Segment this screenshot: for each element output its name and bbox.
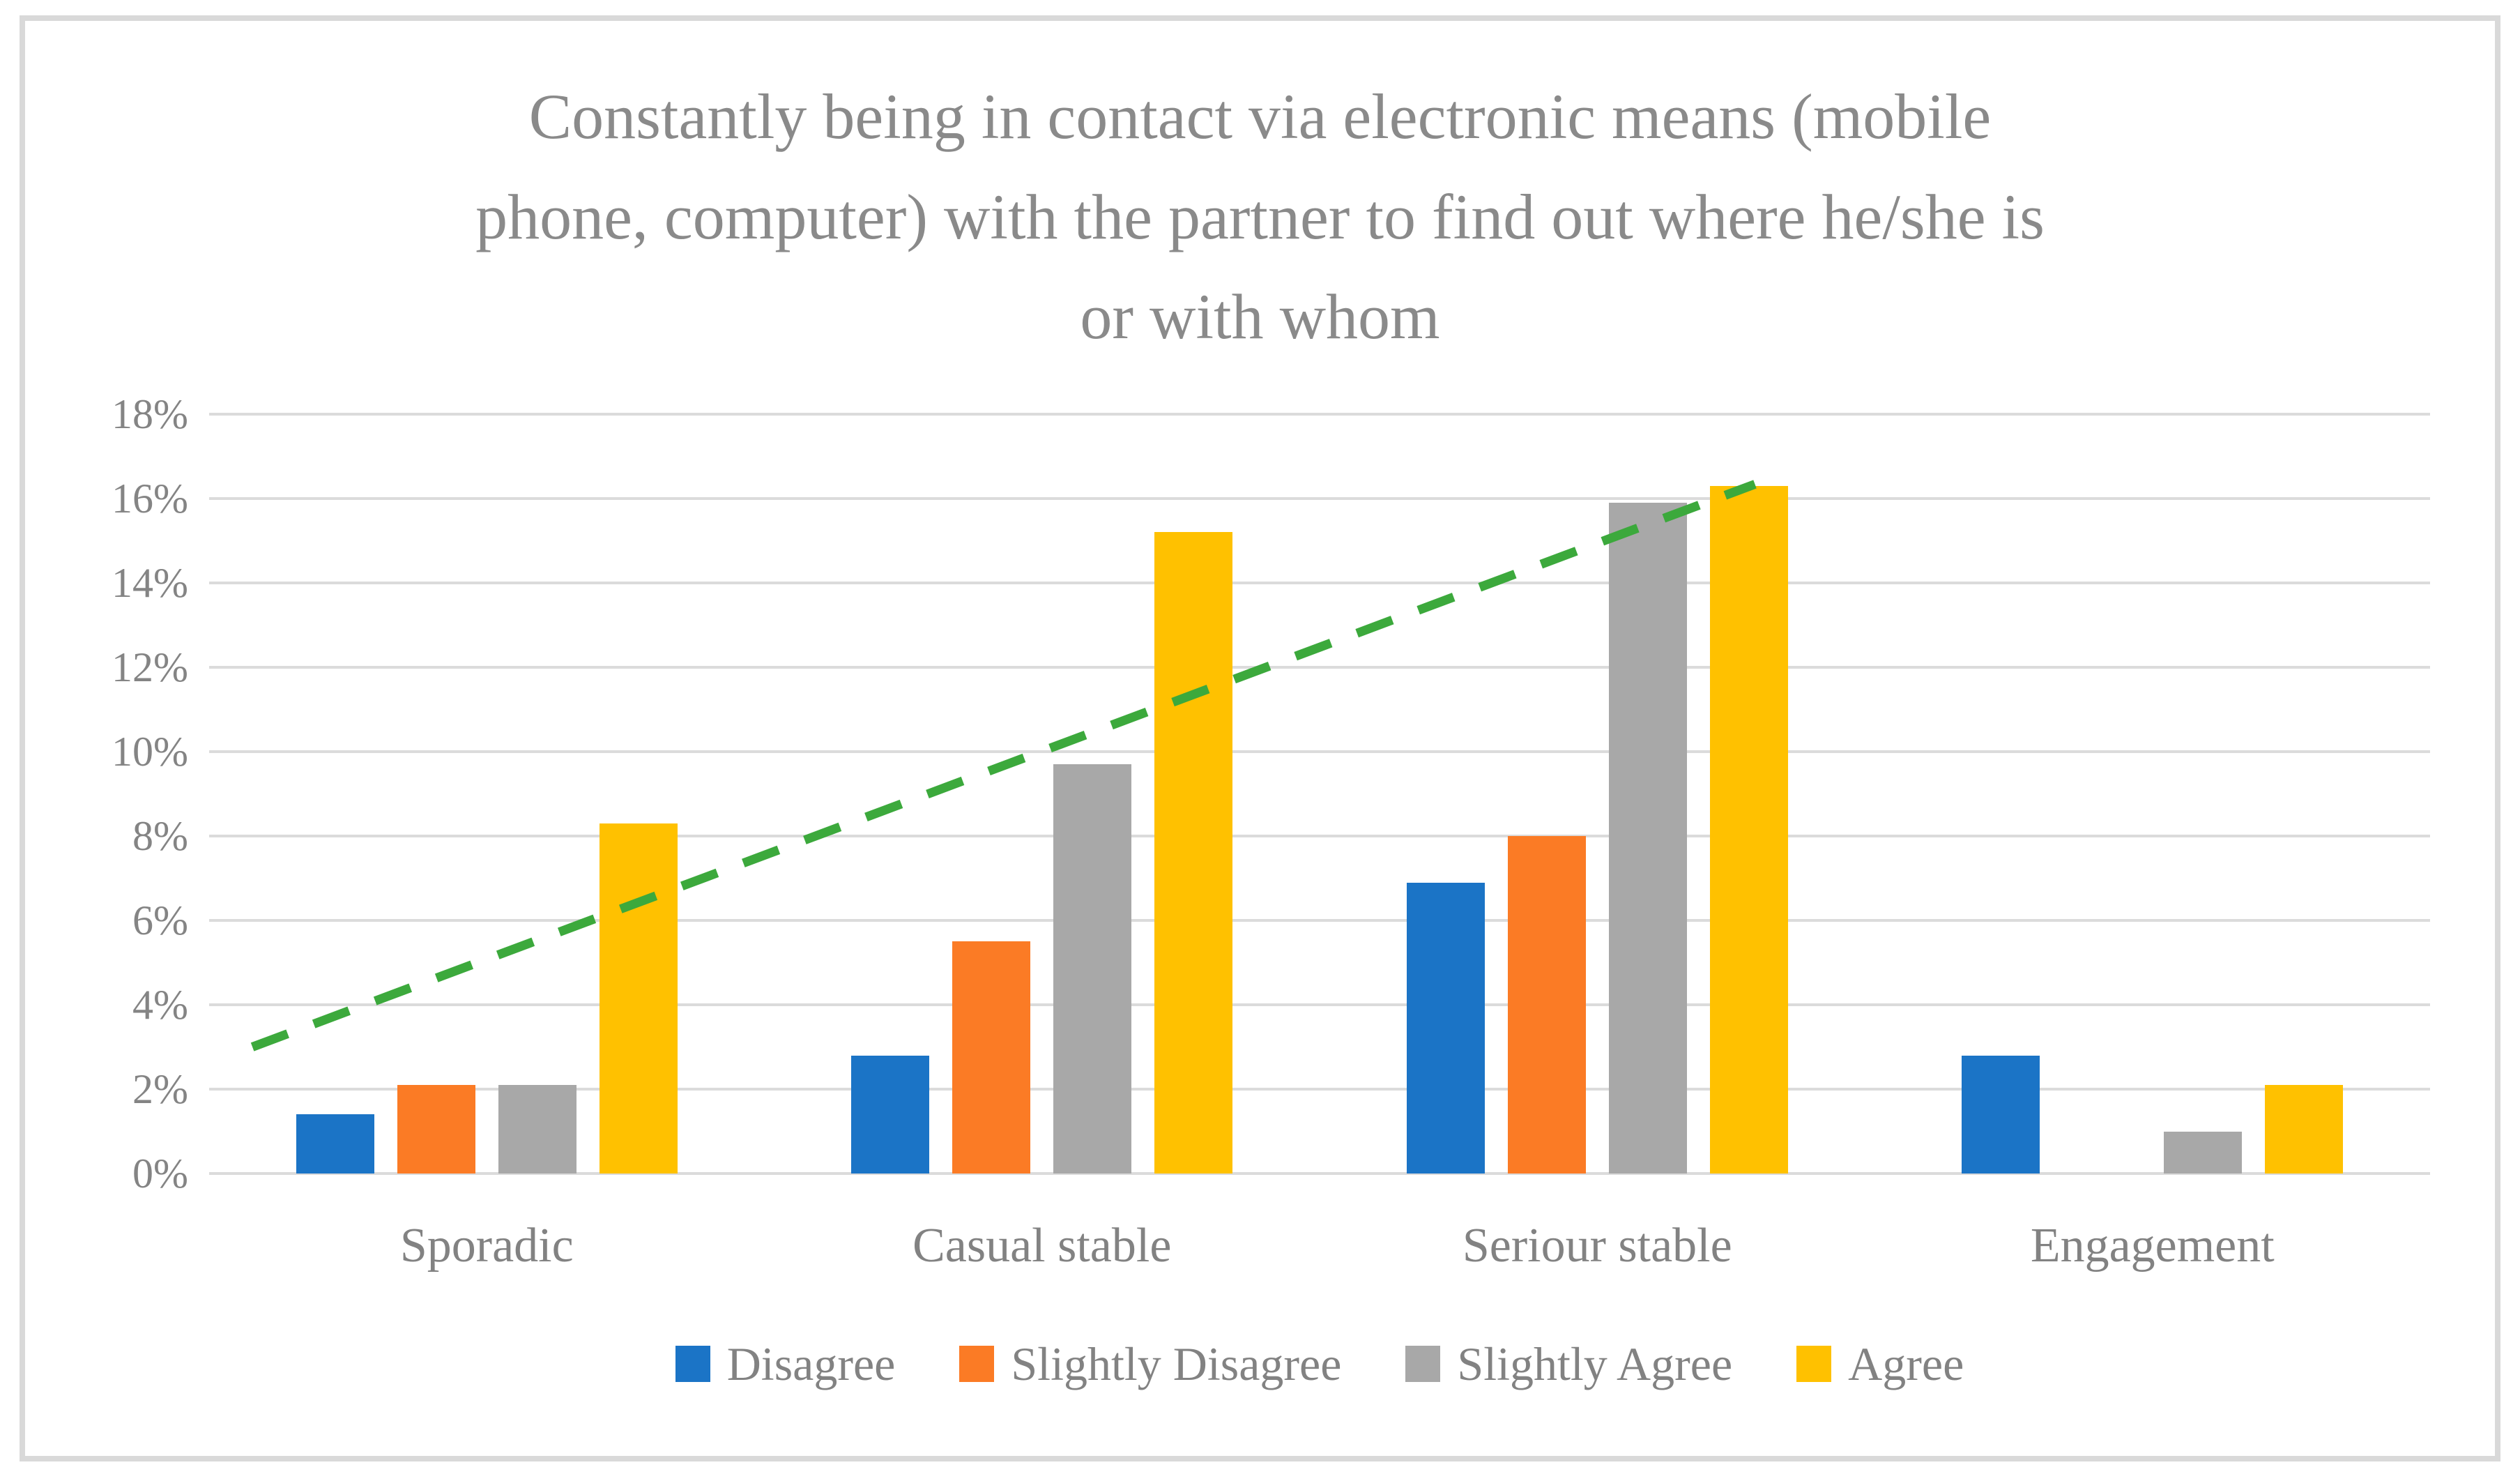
bar-disagree-seriour-stable xyxy=(1406,882,1485,1174)
chart-title: Constantly being in contact via electron… xyxy=(180,67,2341,367)
legend-label: Agree xyxy=(1848,1337,1964,1390)
bar-group-casual-stable xyxy=(765,414,1320,1174)
x-label-casual-stable: Casual stable xyxy=(912,1219,1172,1273)
y-tick-label-16%: 16% xyxy=(112,476,188,522)
legend-label: Slightly Disagree xyxy=(1011,1337,1342,1390)
x-label-engagement: Engagement xyxy=(2030,1219,2275,1273)
bar-disagree-casual-stable xyxy=(851,1055,930,1174)
legend-swatch-icon xyxy=(1405,1346,1441,1382)
legend-item-slightly-disagree: Slightly Disagree xyxy=(959,1340,1341,1388)
y-tick-label-6%: 6% xyxy=(132,897,188,943)
chart-title-line-1: Constantly being in contact via electron… xyxy=(528,81,1992,152)
bar-group-sporadic xyxy=(209,414,765,1174)
bar-agree-engagement xyxy=(2265,1084,2344,1174)
plot-area xyxy=(209,413,2430,1175)
bar-disagree-engagement xyxy=(1962,1055,2040,1174)
bar-group-engagement xyxy=(1875,414,2431,1174)
y-tick-label-18%: 18% xyxy=(112,391,188,437)
chart-title-line-2: phone, computer) with the partner to fin… xyxy=(475,181,2045,252)
legend: Disagree Slightly Disagree Slightly Agree A… xyxy=(209,1340,2430,1388)
bar-slightly-agree-seriour-stable xyxy=(1608,503,1687,1174)
y-tick-label-0%: 0% xyxy=(132,1150,188,1197)
bar-slightly-disagree-casual-stable xyxy=(952,941,1031,1174)
y-tick-label-4%: 4% xyxy=(132,982,188,1028)
bar-slightly-disagree-seriour-stable xyxy=(1507,836,1586,1174)
bar-slightly-agree-casual-stable xyxy=(1053,764,1132,1174)
bar-group-seriour-stable xyxy=(1320,414,1875,1174)
bar-slightly-agree-sporadic xyxy=(498,1084,576,1174)
legend-label: Slightly Agree xyxy=(1457,1337,1733,1390)
legend-label: Disagree xyxy=(726,1337,896,1390)
y-tick-label-8%: 8% xyxy=(132,813,188,859)
gridline-0% xyxy=(209,1172,2430,1175)
bar-slightly-agree-engagement xyxy=(2164,1131,2243,1174)
x-axis-category-labels: Sporadic Casual stable Seriour stable Engag… xyxy=(209,1222,2430,1270)
legend-item-disagree: Disagree xyxy=(675,1337,896,1390)
y-tick-label-10%: 10% xyxy=(112,729,188,775)
gridline-2% xyxy=(209,1088,2430,1091)
x-label-sporadic: Sporadic xyxy=(399,1219,574,1273)
x-label-seriour-stable: Seriour stable xyxy=(1462,1219,1732,1273)
bar-agree-casual-stable xyxy=(1154,532,1233,1174)
bar-agree-seriour-stable xyxy=(1709,485,1788,1174)
legend-item-slightly-agree: Slightly Agree xyxy=(1405,1340,1732,1388)
chart-title-line-3: or with whom xyxy=(1080,281,1440,353)
legend-swatch-icon xyxy=(1796,1346,1832,1382)
y-tick-label-14%: 14% xyxy=(112,560,188,606)
bar-groups xyxy=(209,414,2430,1174)
gridline-18% xyxy=(209,413,2430,416)
legend-swatch-icon xyxy=(959,1346,995,1382)
y-axis-tick-labels: 0% 2% 4% 6% 8% 10% 12% 14% 16% 18% xyxy=(28,393,188,1194)
bar-slightly-disagree-sporadic xyxy=(397,1084,475,1174)
y-tick-label-12%: 12% xyxy=(112,644,188,690)
legend-item-agree: Agree xyxy=(1796,1340,1964,1388)
bar-disagree-sporadic xyxy=(296,1114,374,1174)
y-tick-label-2%: 2% xyxy=(132,1066,188,1112)
bar-agree-sporadic xyxy=(599,823,678,1174)
legend-swatch-icon xyxy=(675,1346,710,1382)
